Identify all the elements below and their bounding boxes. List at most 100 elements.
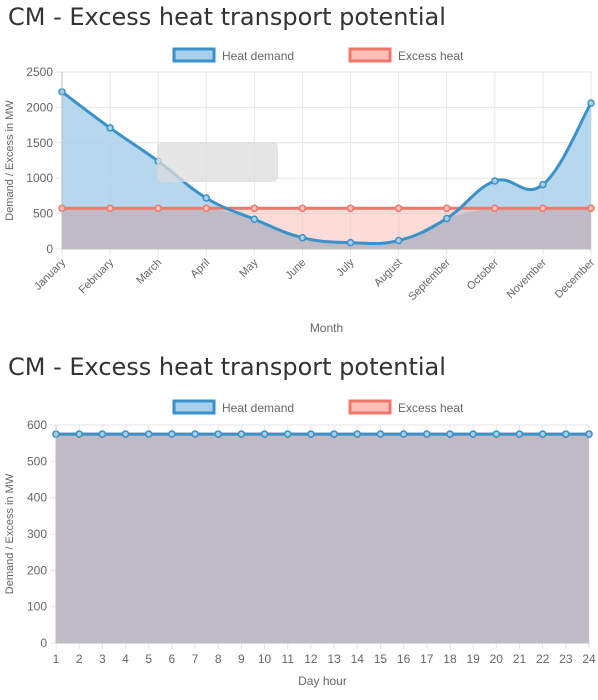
point-heat-demand[interactable] (562, 430, 570, 438)
legend-swatch (348, 399, 392, 415)
point-heat-demand[interactable] (394, 236, 403, 245)
x-tick-label: 17 (420, 652, 434, 666)
x-tick-label: February (77, 256, 117, 296)
y-axis-title: Demand / Excess in MW (4, 473, 16, 594)
x-tick-label: 15 (374, 652, 388, 666)
hourly-chart: Heat demand Excess heat 0 100 200 300 400 500 60… (4, 399, 596, 688)
point-heat-demand[interactable] (346, 238, 355, 247)
overlap-area (62, 207, 591, 249)
x-tick-label: 22 (536, 652, 550, 666)
point-heat-demand[interactable] (168, 430, 176, 438)
legend: Heat demand Excess heat (172, 47, 464, 63)
point-excess-heat[interactable] (587, 204, 595, 213)
point-heat-demand[interactable] (492, 430, 501, 438)
y-axis-title: Demand / Excess in MW (4, 100, 16, 221)
x-tick-label: 19 (466, 652, 480, 666)
point-heat-demand[interactable] (587, 99, 595, 107)
point-heat-demand[interactable] (283, 430, 292, 438)
x-tick-label: 4 (122, 652, 129, 666)
point-heat-demand[interactable] (442, 214, 451, 223)
point-heat-demand[interactable] (202, 194, 211, 202)
point-excess-heat[interactable] (346, 204, 355, 213)
x-tick-label: 21 (513, 652, 527, 666)
point-excess-heat[interactable] (442, 204, 451, 213)
tooltip-placeholder (157, 142, 278, 182)
x-tick-label: March (134, 257, 164, 287)
point-heat-demand[interactable] (491, 177, 499, 185)
x-tick-label: 1 (53, 652, 60, 666)
legend-swatch (172, 47, 216, 63)
chart-panel-monthly: CM - Excess heat transport potential Hea… (4, 3, 598, 335)
x-tick-label: 23 (559, 652, 573, 666)
x-tick-label: August (372, 257, 405, 290)
y-tick-label: 400 (27, 491, 47, 505)
point-heat-demand[interactable] (423, 430, 431, 438)
point-excess-heat[interactable] (202, 204, 211, 213)
point-heat-demand[interactable] (75, 430, 83, 438)
point-excess-heat[interactable] (491, 204, 499, 213)
x-tick-label: 18 (443, 652, 457, 666)
chart-title: CM - Excess heat transport potential (8, 3, 446, 31)
x-tick-label: 14 (351, 652, 365, 666)
y-tick-label: 1500 (26, 136, 53, 150)
y-tick-label: 100 (27, 600, 47, 614)
y-tick-label: 300 (27, 527, 47, 541)
point-heat-demand[interactable] (191, 430, 199, 438)
point-heat-demand[interactable] (376, 430, 385, 438)
y-tick-label: 2500 (26, 65, 53, 79)
chart-title: CM - Excess heat transport potential (8, 353, 446, 381)
point-heat-demand[interactable] (585, 430, 593, 438)
x-tick-label: April (188, 257, 212, 281)
point-heat-demand[interactable] (298, 233, 307, 242)
x-tick-label: 11 (282, 652, 295, 666)
legend-label: Excess heat (398, 401, 464, 415)
point-heat-demand[interactable] (538, 430, 547, 438)
legend-item-heat-demand[interactable]: Heat demand (172, 47, 294, 63)
legend-label: Heat demand (222, 49, 294, 63)
point-heat-demand[interactable] (539, 180, 547, 189)
point-heat-demand[interactable] (121, 430, 130, 438)
legend-swatch (172, 399, 216, 415)
point-excess-heat[interactable] (394, 204, 403, 213)
x-tick-label: 24 (582, 652, 596, 666)
monthly-chart: Heat demand Excess heat 0 500 1000 1500 2000 25… (4, 47, 598, 335)
legend-item-heat-demand[interactable]: Heat demand (172, 399, 294, 415)
point-heat-demand[interactable] (260, 430, 269, 438)
x-tick-label: 20 (490, 652, 504, 666)
point-heat-demand[interactable] (307, 430, 315, 438)
point-excess-heat[interactable] (539, 204, 547, 213)
point-heat-demand[interactable] (98, 430, 107, 438)
legend-item-excess-heat[interactable]: Excess heat (348, 399, 464, 415)
point-excess-heat[interactable] (154, 204, 162, 213)
x-tick-label: May (237, 256, 261, 280)
y-tick-label: 0 (46, 242, 53, 256)
point-heat-demand[interactable] (144, 430, 153, 438)
point-heat-demand[interactable] (214, 430, 222, 438)
point-heat-demand[interactable] (469, 430, 477, 438)
point-heat-demand[interactable] (353, 430, 362, 438)
point-heat-demand[interactable] (446, 430, 454, 438)
point-heat-demand[interactable] (237, 430, 246, 438)
legend-label: Excess heat (398, 49, 464, 63)
x-tick-label: 7 (192, 652, 199, 666)
x-axis-title: Day hour (298, 674, 347, 688)
point-heat-demand[interactable] (330, 430, 338, 438)
y-tick-label: 600 (27, 418, 47, 432)
overlap-area (56, 434, 589, 643)
point-heat-demand[interactable] (399, 430, 408, 438)
point-heat-demand[interactable] (515, 430, 524, 438)
point-heat-demand[interactable] (106, 124, 114, 132)
point-excess-heat[interactable] (250, 204, 259, 213)
x-axis-title: Month (310, 321, 343, 335)
legend-item-excess-heat[interactable]: Excess heat (348, 47, 464, 63)
y-tick-label: 0 (40, 636, 47, 650)
point-excess-heat[interactable] (106, 204, 114, 213)
x-tick-label: January (32, 256, 69, 293)
point-excess-heat[interactable] (298, 204, 307, 213)
point-heat-demand[interactable] (250, 215, 259, 224)
chart-panel-hourly: CM - Excess heat transport potential Hea… (0, 350, 598, 700)
x-tick-label: 6 (169, 652, 176, 666)
legend: Heat demand Excess heat (172, 399, 464, 415)
legend-label: Heat demand (222, 401, 294, 415)
x-tick-label: December (553, 256, 598, 301)
